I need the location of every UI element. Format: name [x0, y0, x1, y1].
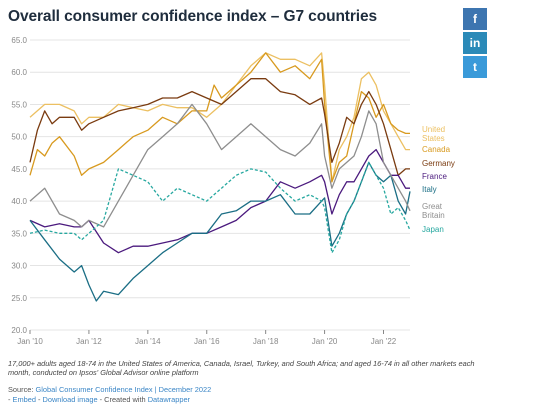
- series-label: United States: [422, 125, 445, 143]
- source-line: Source: Global Consumer Confidence Index…: [8, 385, 211, 394]
- x-tick-label: Jan '20: [312, 337, 338, 346]
- y-tick-label: 35.0: [11, 229, 27, 238]
- series-label: Great Britain: [422, 202, 445, 220]
- linkedin-share-button[interactable]: in: [463, 32, 487, 54]
- y-tick-label: 50.0: [11, 133, 27, 142]
- embed-link[interactable]: Embed: [12, 395, 36, 404]
- series-label: Germany: [422, 159, 455, 168]
- credits-sep: -: [35, 395, 43, 404]
- chart-note: 17,000+ adults aged 18-74 in the United …: [8, 359, 475, 378]
- series-line-canada: [29, 52, 410, 183]
- y-tick-label: 30.0: [11, 262, 27, 271]
- y-tick-label: 45.0: [11, 165, 27, 174]
- series-line-germany: [29, 78, 410, 176]
- y-tick-label: 55.0: [11, 100, 27, 109]
- datawrapper-link[interactable]: Datawrapper: [147, 395, 191, 404]
- linkedin-icon: in: [469, 36, 481, 50]
- credits-created: - Created with: [97, 395, 148, 404]
- y-tick-label: 60.0: [11, 68, 27, 77]
- y-tick-label: 65.0: [11, 36, 27, 45]
- facebook-share-button[interactable]: f: [463, 8, 487, 30]
- x-tick-label: Jan '16: [194, 337, 220, 346]
- credits-prefix: -: [8, 395, 13, 404]
- y-tick-label: 25.0: [11, 294, 27, 303]
- x-tick-label: Jan '10: [17, 337, 43, 346]
- series-label: Italy: [422, 185, 437, 194]
- series-label: Japan: [422, 225, 444, 234]
- source-prefix: Source:: [8, 385, 36, 394]
- x-tick-label: Jan '22: [371, 337, 397, 346]
- twitter-share-button[interactable]: t: [463, 56, 487, 78]
- y-tick-label: 20.0: [11, 326, 27, 335]
- source-link[interactable]: Global Consumer Confidence Index | Decem…: [35, 385, 212, 394]
- x-tick-label: Jan '12: [76, 337, 102, 346]
- x-tick-label: Jan '18: [253, 337, 279, 346]
- y-tick-label: 40.0: [11, 197, 27, 206]
- x-tick-label: Jan '14: [135, 337, 161, 346]
- twitter-icon: t: [473, 60, 477, 74]
- series-line-italy: [29, 161, 411, 302]
- chart-title: Overall consumer confidence index – G7 c…: [8, 8, 378, 25]
- facebook-icon: f: [473, 12, 477, 26]
- series-label: France: [422, 172, 447, 181]
- line-chart: 20.0 25.0 30.0 35.0 40.0 45.0 50.0 55.0 60.0 65.0…: [11, 36, 455, 346]
- credits-line: - Embed - Download image - Created with …: [8, 395, 190, 404]
- series-line-japan: [29, 161, 411, 254]
- series-label: Canada: [422, 145, 451, 154]
- download-image-link[interactable]: Download image: [42, 395, 98, 404]
